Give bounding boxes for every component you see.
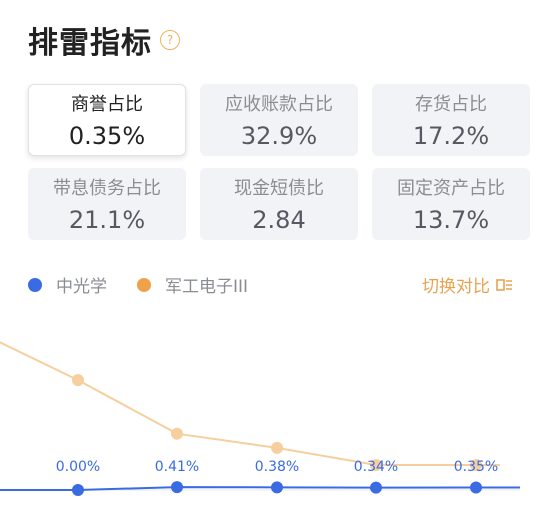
- company-point-label: 0.38%: [255, 459, 299, 475]
- legend-item-industry[interactable]: 军工电子III: [137, 272, 248, 297]
- metric-card-interest-debt[interactable]: 带息债务占比 21.1%: [28, 168, 186, 240]
- metric-card-fixed-assets[interactable]: 固定资产占比 13.7%: [372, 168, 530, 240]
- metric-label: 商誉占比: [71, 94, 143, 115]
- switch-compare-label: 切换对比: [422, 277, 490, 297]
- legend-dot: [28, 277, 42, 292]
- metric-label: 现金短债比: [234, 178, 324, 199]
- chart-legend: 中光学 军工电子III 切换对比: [28, 272, 514, 297]
- help-icon[interactable]: ?: [160, 30, 180, 50]
- metric-label: 固定资产占比: [397, 178, 505, 199]
- section-title: 排雷指标 ?: [28, 18, 180, 62]
- metric-label: 存货占比: [415, 94, 487, 115]
- company-point: [470, 481, 482, 494]
- metric-label: 带息债务占比: [53, 178, 161, 199]
- line-chart: 0.00% 0.41% 0.38% 0.34% 0.35%: [0, 341, 520, 496]
- industry-point: [72, 374, 84, 387]
- page-title: 排雷指标: [28, 26, 152, 61]
- company-point-label: 0.35%: [454, 459, 498, 475]
- metrics-grid: 商誉占比 0.35% 应收账款占比 32.9% 存货占比 17.2% 带息债务占…: [28, 84, 530, 240]
- metric-card-cash-ratio[interactable]: 现金短债比 2.84: [200, 168, 358, 240]
- company-point-label: 0.00%: [56, 459, 100, 475]
- switch-icon: [496, 278, 512, 291]
- metric-value: 2.84: [252, 206, 306, 234]
- company-point: [271, 481, 283, 494]
- metric-value: 21.1%: [68, 206, 146, 234]
- company-point: [370, 481, 382, 494]
- metric-value: 0.35%: [68, 122, 146, 150]
- metric-label: 应收账款占比: [225, 94, 333, 115]
- legend-label: 中光学: [56, 277, 107, 297]
- industry-point: [370, 459, 382, 471]
- industry-point: [171, 427, 183, 440]
- metric-card-receivables[interactable]: 应收账款占比 32.9%: [200, 84, 358, 156]
- industry-point: [271, 441, 283, 454]
- company-point-label: 0.34%: [354, 459, 398, 475]
- company-point: [72, 484, 84, 496]
- industry-point: [470, 459, 482, 471]
- metric-value: 32.9%: [240, 122, 318, 150]
- industry-series-line: [0, 341, 500, 466]
- metric-value: 13.7%: [412, 206, 490, 234]
- metric-value: 17.2%: [412, 122, 490, 150]
- company-point-label: 0.41%: [155, 459, 199, 475]
- metric-card-goodwill[interactable]: 商誉占比 0.35%: [28, 84, 186, 156]
- legend-item-company[interactable]: 中光学: [28, 272, 107, 297]
- metric-card-inventory[interactable]: 存货占比 17.2%: [372, 84, 530, 156]
- legend-dot: [137, 277, 151, 292]
- company-point: [171, 481, 183, 494]
- switch-compare-button[interactable]: 切换对比: [422, 272, 514, 297]
- legend-label: 军工电子III: [165, 277, 249, 297]
